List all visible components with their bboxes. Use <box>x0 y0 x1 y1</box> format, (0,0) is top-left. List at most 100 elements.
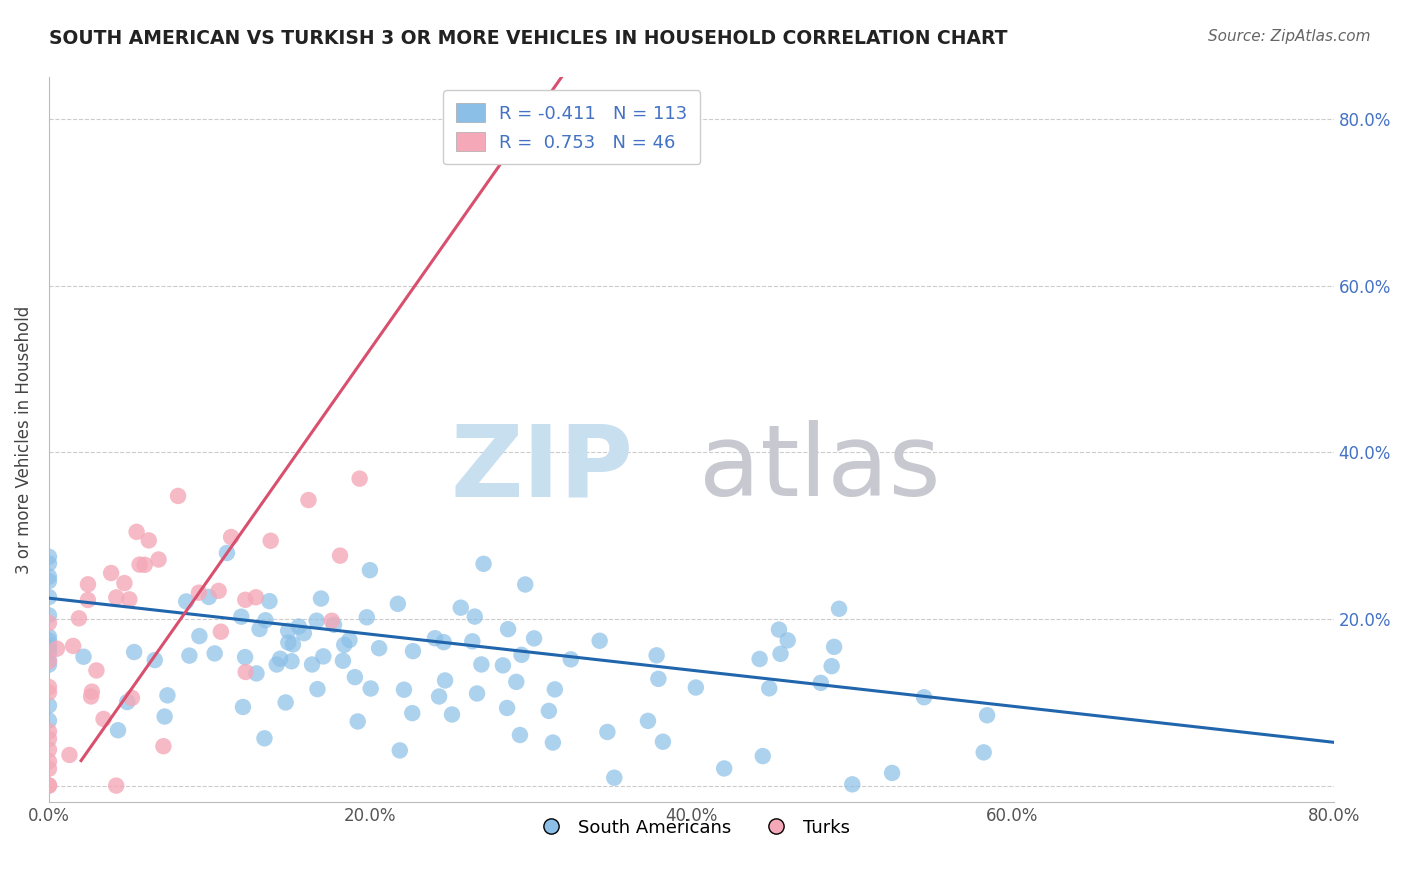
Point <box>297 493 319 508</box>
Point <box>269 651 291 665</box>
Point <box>38 731 60 746</box>
Point <box>509 728 531 742</box>
Point <box>38 641 60 656</box>
Point <box>38 742 60 756</box>
Point <box>125 524 148 539</box>
Point <box>254 613 277 627</box>
Point <box>86 664 108 678</box>
Point <box>233 650 256 665</box>
Point <box>465 686 488 700</box>
Point <box>38 779 60 793</box>
Point <box>323 617 346 632</box>
Point <box>138 533 160 548</box>
Point <box>388 743 411 757</box>
Point <box>685 681 707 695</box>
Point <box>38 698 60 713</box>
Point <box>280 654 302 668</box>
Point <box>880 766 903 780</box>
Point <box>121 690 143 705</box>
Point <box>768 623 790 637</box>
Point <box>748 652 770 666</box>
Point <box>156 689 179 703</box>
Point <box>77 593 100 607</box>
Point <box>828 601 851 615</box>
Point <box>38 653 60 667</box>
Point <box>219 530 242 544</box>
Point <box>260 533 283 548</box>
Point <box>38 630 60 644</box>
Point <box>115 695 138 709</box>
Point <box>249 622 271 636</box>
Point <box>492 658 515 673</box>
Point <box>122 645 145 659</box>
Point <box>187 585 209 599</box>
Point <box>93 712 115 726</box>
Point <box>976 708 998 723</box>
Point <box>823 640 845 654</box>
Point <box>38 549 60 564</box>
Legend: South Americans, Turks: South Americans, Turks <box>526 812 858 844</box>
Point <box>332 654 354 668</box>
Point <box>38 657 60 672</box>
Point <box>38 590 60 604</box>
Point <box>148 552 170 566</box>
Point <box>112 576 135 591</box>
Point <box>38 647 60 661</box>
Point <box>537 704 560 718</box>
Point <box>38 724 60 739</box>
Point <box>277 635 299 649</box>
Point <box>209 624 232 639</box>
Point <box>560 652 582 666</box>
Point <box>100 566 122 580</box>
Point <box>38 685 60 699</box>
Point <box>72 649 94 664</box>
Point <box>204 647 226 661</box>
Point <box>973 745 995 759</box>
Point <box>207 583 229 598</box>
Point <box>603 771 626 785</box>
Point <box>105 779 128 793</box>
Point <box>769 647 792 661</box>
Point <box>647 672 669 686</box>
Point <box>292 626 315 640</box>
Point <box>523 632 546 646</box>
Point <box>637 714 659 728</box>
Point <box>515 577 537 591</box>
Point <box>288 619 311 633</box>
Point <box>339 632 361 647</box>
Point <box>38 714 60 728</box>
Point <box>38 557 60 571</box>
Point <box>167 489 190 503</box>
Point <box>333 638 356 652</box>
Point <box>179 648 201 663</box>
Point <box>401 706 423 720</box>
Point <box>820 659 842 673</box>
Point <box>305 614 328 628</box>
Point <box>128 558 150 572</box>
Point <box>651 735 673 749</box>
Point <box>152 739 174 754</box>
Point <box>343 670 366 684</box>
Point <box>80 690 103 704</box>
Point <box>450 600 472 615</box>
Text: ZIP: ZIP <box>450 420 634 517</box>
Point <box>233 592 256 607</box>
Point <box>38 654 60 668</box>
Point <box>188 629 211 643</box>
Point <box>143 653 166 667</box>
Point <box>235 665 257 679</box>
Text: Source: ZipAtlas.com: Source: ZipAtlas.com <box>1208 29 1371 44</box>
Point <box>105 591 128 605</box>
Point <box>461 634 484 648</box>
Point <box>277 624 299 638</box>
Point <box>215 546 238 560</box>
Text: atlas: atlas <box>699 420 941 517</box>
Point <box>544 682 567 697</box>
Point <box>38 680 60 694</box>
Point <box>266 657 288 672</box>
Point <box>752 749 775 764</box>
Point <box>38 754 60 768</box>
Point <box>329 549 352 563</box>
Point <box>541 735 564 749</box>
Point <box>38 569 60 583</box>
